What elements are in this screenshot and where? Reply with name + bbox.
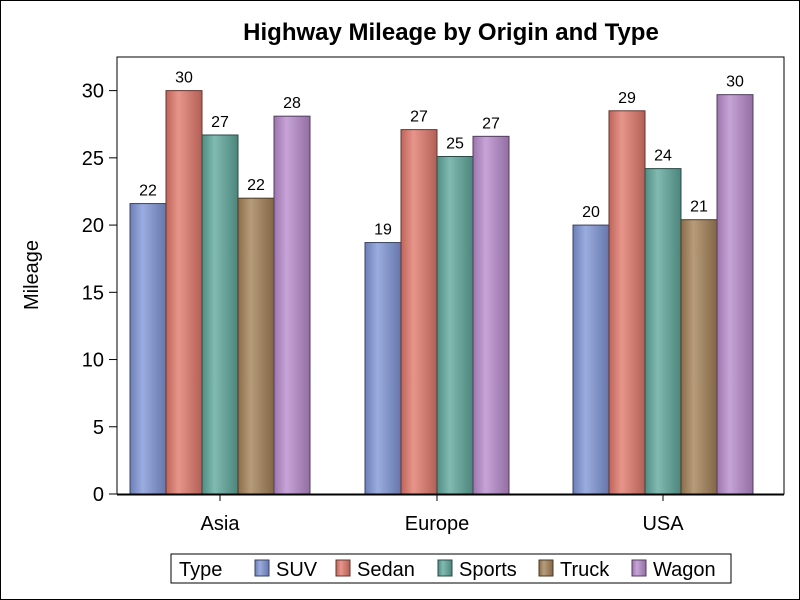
bar-asia-suv (129, 203, 167, 495)
bar-europe-wagon (472, 135, 510, 495)
y-tick-label: 15 (82, 282, 104, 304)
x-axis: Asia Europe USA (201, 494, 684, 535)
bar-usa-suv (572, 224, 610, 495)
bar-usa-sedan (608, 110, 646, 495)
bar-europe-suv (364, 242, 402, 495)
bar-usa-sports (644, 168, 682, 495)
bar-usa-truck (680, 219, 718, 495)
x-tick-label-asia: Asia (201, 513, 241, 535)
value-labels-group: 22 30 27 22 28 19 27 25 27 20 29 24 21 30 (139, 70, 744, 239)
value-label-asia-wagon: 28 (283, 95, 301, 112)
value-label-usa-wagon: 30 (726, 74, 744, 91)
value-label-europe-suv: 19 (374, 222, 392, 239)
value-label-asia-truck: 22 (247, 177, 265, 194)
value-label-europe-sports: 25 (446, 136, 464, 153)
bar-europe-sedan (400, 129, 438, 495)
legend-label-sedan: Sedan (357, 559, 415, 581)
chart-title: Highway Mileage by Origin and Type (243, 19, 659, 46)
bar-asia-sports (201, 134, 239, 495)
legend-swatch-sports (437, 559, 453, 577)
y-tick-label: 30 (82, 81, 104, 103)
bar-usa-wagon (716, 94, 754, 495)
y-tick-label: 10 (82, 350, 104, 372)
y-tick-label: 5 (93, 417, 104, 439)
y-axis: 0 5 10 15 20 25 30 (82, 81, 117, 506)
value-label-usa-suv: 20 (582, 204, 600, 221)
x-tick-label-usa: USA (642, 513, 684, 535)
y-tick-label: 0 (93, 484, 104, 506)
value-label-usa-sports: 24 (654, 148, 672, 165)
value-label-asia-sedan: 30 (175, 70, 193, 87)
legend-title: Type (179, 559, 222, 581)
x-tick-label-europe: Europe (405, 513, 470, 535)
legend-label-truck: Truck (560, 559, 610, 581)
value-label-europe-sedan: 27 (410, 109, 428, 126)
y-axis-label: Mileage (21, 240, 43, 310)
legend-swatch-suv (254, 559, 270, 577)
legend-label-wagon: Wagon (653, 559, 716, 581)
value-label-europe-wagon: 27 (482, 115, 500, 132)
y-tick-label: 25 (82, 148, 104, 170)
bar-asia-sedan (165, 90, 203, 495)
legend-swatch-wagon (631, 559, 647, 577)
value-label-usa-sedan: 29 (618, 90, 636, 107)
legend: Type SUV Sedan Sports Truck Wagon (170, 553, 732, 584)
bar-asia-wagon (273, 115, 311, 495)
legend-label-sports: Sports (459, 559, 517, 581)
y-tick-label: 20 (82, 215, 104, 237)
value-label-asia-suv: 22 (139, 183, 157, 200)
value-label-asia-sports: 27 (211, 114, 229, 131)
value-label-usa-truck: 21 (690, 199, 708, 216)
legend-label-suv: SUV (276, 559, 318, 581)
legend-swatch-truck (538, 559, 554, 577)
legend-swatch-sedan (335, 559, 351, 577)
bar-asia-truck (237, 197, 275, 495)
bar-europe-sports (436, 156, 474, 495)
